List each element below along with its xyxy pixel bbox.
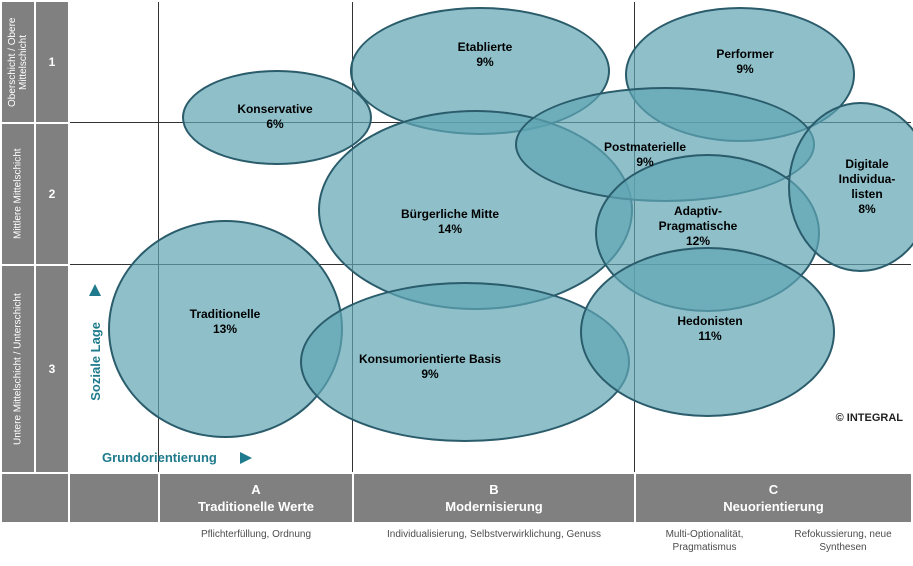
y-row-1-label: Oberschicht / Obere Mittelschicht bbox=[2, 2, 34, 122]
blob-etablierte-label: Etablierte9% bbox=[410, 40, 560, 70]
x-axis-label: Grundorientierung bbox=[102, 450, 217, 465]
y-row-1-num: 1 bbox=[36, 2, 68, 122]
x-col-c-title: Neuorientierung bbox=[723, 499, 823, 514]
x-col-c: C Neuorientierung bbox=[636, 474, 911, 522]
blob-konsum-basis-label: Konsumorientierte Basis9% bbox=[355, 352, 505, 382]
x-col-c-sub2: Refokussierung, neue Synthesen bbox=[775, 528, 911, 554]
x-col-a-title: Traditionelle Werte bbox=[198, 499, 314, 514]
blob-buerger-mitte-label: Bürgerliche Mitte14% bbox=[375, 207, 525, 237]
y-row-3-num: 3 bbox=[36, 266, 68, 472]
y-row-2-num: 2 bbox=[36, 124, 68, 264]
blob-hedonisten-label: Hedonisten11% bbox=[635, 314, 785, 344]
x-col-b-sub: Individualisierung, Selbstverwirklichung… bbox=[354, 528, 634, 541]
y-row-2-label: Mittlere Mittelschicht bbox=[2, 124, 34, 264]
x-col-a-code: A bbox=[251, 482, 260, 497]
y-axis-categories: Oberschicht / Obere Mittelschicht 1 Mitt… bbox=[0, 0, 70, 472]
plot-area: Konservative6% Etablierte9% Performer9% Tra… bbox=[70, 2, 911, 472]
blob-adaptiv-label: Adaptiv-Pragmatische12% bbox=[623, 204, 773, 249]
y-row-3-label: Untere Mittelschicht / Unterschicht bbox=[2, 266, 34, 472]
x-col-a-sub: Pflichterfüllung, Ordnung bbox=[160, 528, 352, 541]
blob-performer-label: Performer9% bbox=[670, 47, 820, 77]
axis-corner bbox=[2, 474, 68, 522]
x-col-b: B Modernisierung bbox=[354, 474, 634, 522]
y-axis-label: Soziale Lage bbox=[88, 322, 103, 401]
x-col-a: A Traditionelle Werte bbox=[160, 474, 352, 522]
x-col-c-sub1: Multi-Optionalität, Pragmatismus bbox=[636, 528, 773, 554]
arrow-up-icon bbox=[89, 284, 101, 296]
blob-digitale-label: DigitaleIndividua-listen8% bbox=[792, 157, 913, 217]
x-col-b-title: Modernisierung bbox=[445, 499, 543, 514]
blob-traditionelle-label: Traditionelle13% bbox=[150, 307, 300, 337]
x-col-b-code: B bbox=[489, 482, 498, 497]
copyright: © INTEGRAL bbox=[836, 412, 903, 424]
blob-konservative-label: Konservative6% bbox=[200, 102, 350, 132]
arrow-right-icon bbox=[240, 452, 252, 464]
sinus-milieu-chart: Oberschicht / Obere Mittelschicht 1 Mitt… bbox=[0, 0, 913, 566]
x-col-c-code: C bbox=[769, 482, 778, 497]
blob-postmaterielle-label: Postmaterielle9% bbox=[570, 140, 720, 170]
x-col-space bbox=[70, 474, 158, 522]
